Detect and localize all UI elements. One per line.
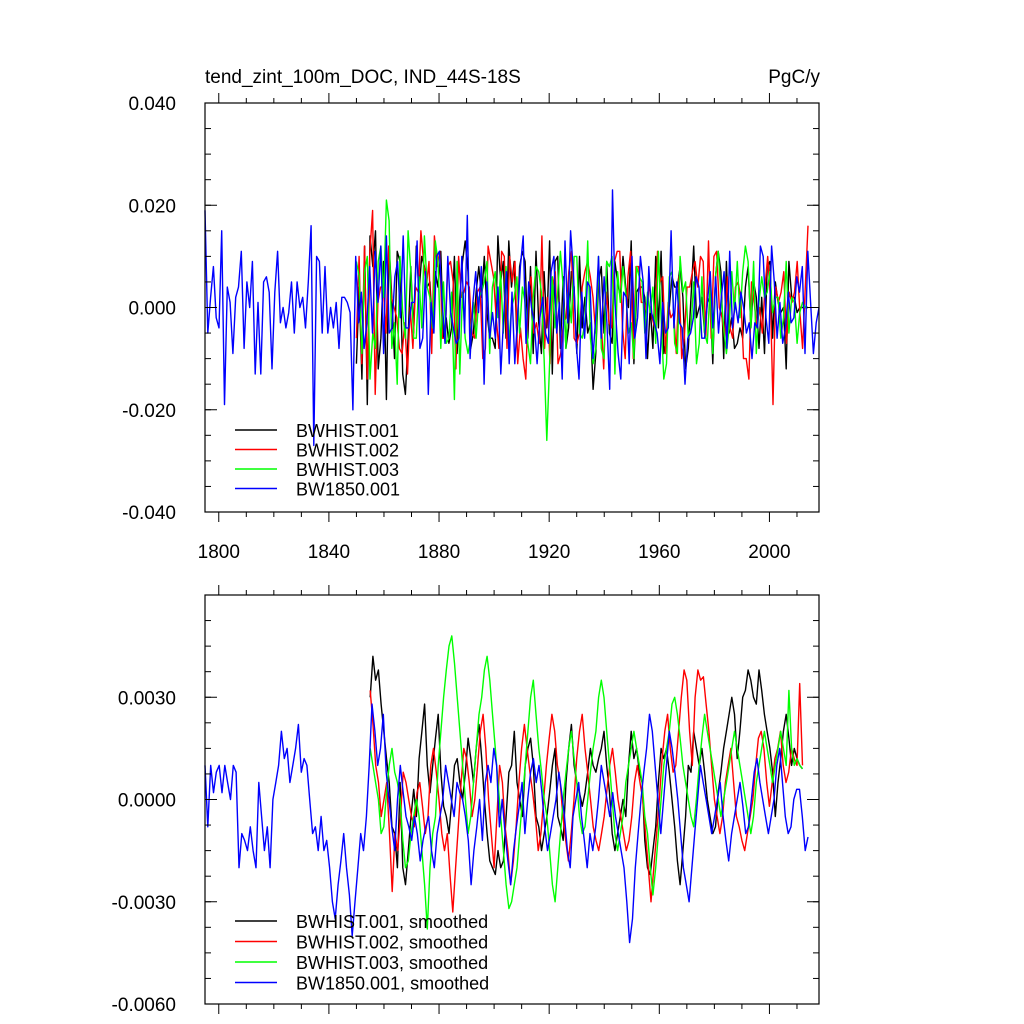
top-panel: tend_zint_100m_DOC, IND_44S-18S PgC/y BW… bbox=[122, 67, 820, 563]
x-tick-label: 1960 bbox=[638, 542, 680, 563]
x-tick-label: 1920 bbox=[528, 542, 570, 563]
series-line-bwhist-003-smoothed bbox=[369, 635, 804, 930]
series-line-bwhist-003 bbox=[355, 199, 808, 442]
legend-label: BWHIST.003, smoothed bbox=[296, 953, 488, 973]
y-tick-label: -0.0030 bbox=[112, 893, 176, 914]
y-tick-label: 0.000 bbox=[128, 299, 176, 320]
bottom-panel-ticks: -0.0060 -0.0030 0.0000 0.0030 bbox=[112, 585, 819, 1016]
legend-label: BWHIST.001, smoothed bbox=[296, 912, 488, 932]
legend-label: BWHIST.002, smoothed bbox=[296, 933, 488, 953]
x-tick-label: 1880 bbox=[418, 542, 460, 563]
y-tick-label: -0.0060 bbox=[112, 995, 176, 1016]
series-line-bw1850-001 bbox=[204, 189, 820, 447]
legend-label: BWHIST.003 bbox=[296, 460, 399, 480]
series-line-bwhist-002-smoothed bbox=[369, 669, 804, 913]
y-tick-label: -0.020 bbox=[122, 401, 176, 422]
y-tick-label: 0.0000 bbox=[118, 791, 176, 812]
top-panel-ticks: 1800 1840 1880 1920 1960 2000 -0.040 -0.020 0.00… bbox=[122, 93, 819, 563]
bottom-panel-series-group bbox=[204, 635, 809, 944]
x-tick-label: 1800 bbox=[198, 542, 240, 563]
y-tick-label: 0.0030 bbox=[118, 688, 176, 709]
top-panel-units: PgC/y bbox=[768, 67, 820, 88]
legend-label: BW1850.001, smoothed bbox=[296, 974, 489, 994]
series-line-bw1850-001-smoothed bbox=[204, 703, 809, 944]
series-line-bwhist-001-smoothed bbox=[369, 655, 804, 886]
x-tick-label: 1840 bbox=[308, 542, 350, 563]
legend-label: BWHIST.002 bbox=[296, 441, 399, 461]
legend-label: BWHIST.001 bbox=[296, 421, 399, 441]
top-panel-title: tend_zint_100m_DOC, IND_44S-18S bbox=[205, 67, 521, 88]
series-line-bwhist-002 bbox=[355, 209, 809, 406]
y-tick-label: -0.040 bbox=[122, 503, 176, 524]
y-tick-label: 0.020 bbox=[128, 196, 176, 217]
x-tick-label: 2000 bbox=[748, 542, 790, 563]
top-panel-series-group bbox=[204, 189, 820, 447]
legend-label: BW1850.001 bbox=[296, 480, 400, 500]
y-tick-label: 0.040 bbox=[128, 94, 176, 115]
